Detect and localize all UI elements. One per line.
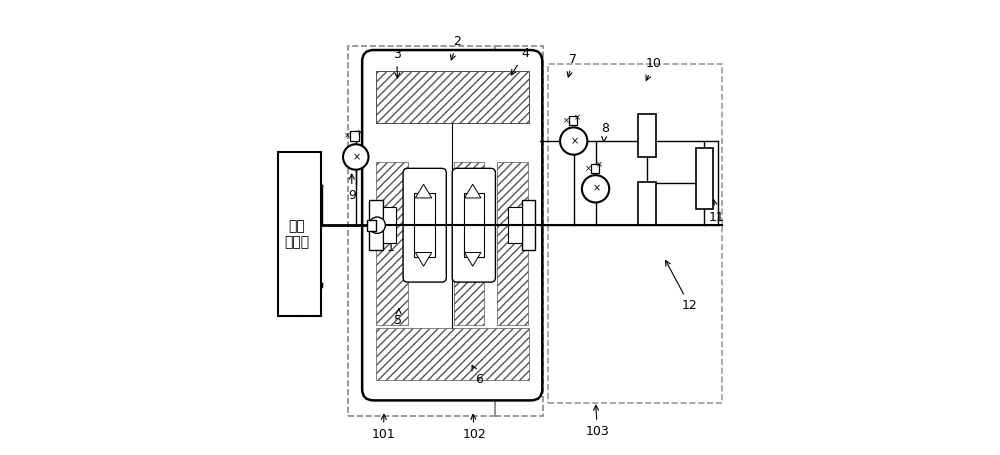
Bar [376, 328, 529, 380]
Text: 103: 103 [586, 405, 609, 438]
Text: 2: 2 [451, 35, 461, 60]
Bar [348, 46, 495, 416]
Bar [591, 164, 599, 173]
Polygon shape [465, 184, 481, 198]
Bar [495, 46, 543, 416]
Circle shape [343, 144, 369, 170]
Bar [508, 207, 522, 243]
Text: 11: 11 [708, 200, 724, 223]
Text: ×: × [563, 116, 570, 126]
Polygon shape [415, 184, 432, 198]
Text: ×: × [571, 136, 579, 146]
Text: ×: × [357, 128, 364, 137]
Bar [638, 114, 656, 157]
Text: 101: 101 [372, 415, 395, 440]
Bar [369, 200, 383, 250]
Text: 电源
输入端: 电源 输入端 [285, 219, 310, 249]
FancyBboxPatch shape [403, 168, 446, 282]
Bar [569, 116, 577, 125]
Text: ×: × [353, 152, 361, 162]
Bar [367, 220, 376, 231]
Polygon shape [415, 253, 432, 266]
Bar [696, 148, 713, 209]
Bar [376, 162, 408, 325]
Circle shape [582, 175, 609, 202]
Text: 3: 3 [393, 48, 400, 78]
Text: 4: 4 [511, 47, 529, 75]
Circle shape [560, 127, 587, 155]
Text: 8: 8 [601, 122, 609, 142]
Bar [454, 162, 484, 325]
Bar [278, 152, 321, 316]
FancyBboxPatch shape [362, 50, 542, 400]
Text: 9: 9 [348, 174, 356, 202]
Bar [497, 162, 528, 325]
Bar [522, 200, 535, 250]
Text: ×: × [592, 184, 601, 194]
Bar [350, 131, 359, 141]
Text: 102: 102 [463, 415, 486, 440]
Bar [548, 64, 722, 403]
Bar [376, 71, 529, 123]
Text: 10: 10 [646, 57, 661, 81]
Text: 7: 7 [567, 53, 577, 77]
Text: 1: 1 [380, 242, 394, 254]
Bar [383, 207, 396, 243]
Bar [638, 182, 656, 225]
Text: 12: 12 [666, 261, 698, 312]
Text: ×: × [596, 161, 603, 170]
Text: ×: × [574, 113, 581, 122]
Text: 6: 6 [472, 365, 483, 386]
Bar [464, 193, 484, 257]
Circle shape [369, 217, 385, 233]
Text: ×: × [344, 131, 351, 141]
FancyBboxPatch shape [452, 168, 495, 282]
Text: 5: 5 [394, 308, 402, 327]
Bar [414, 193, 435, 257]
Bar [376, 71, 529, 123]
Text: ×: × [585, 164, 592, 173]
Polygon shape [465, 253, 481, 266]
